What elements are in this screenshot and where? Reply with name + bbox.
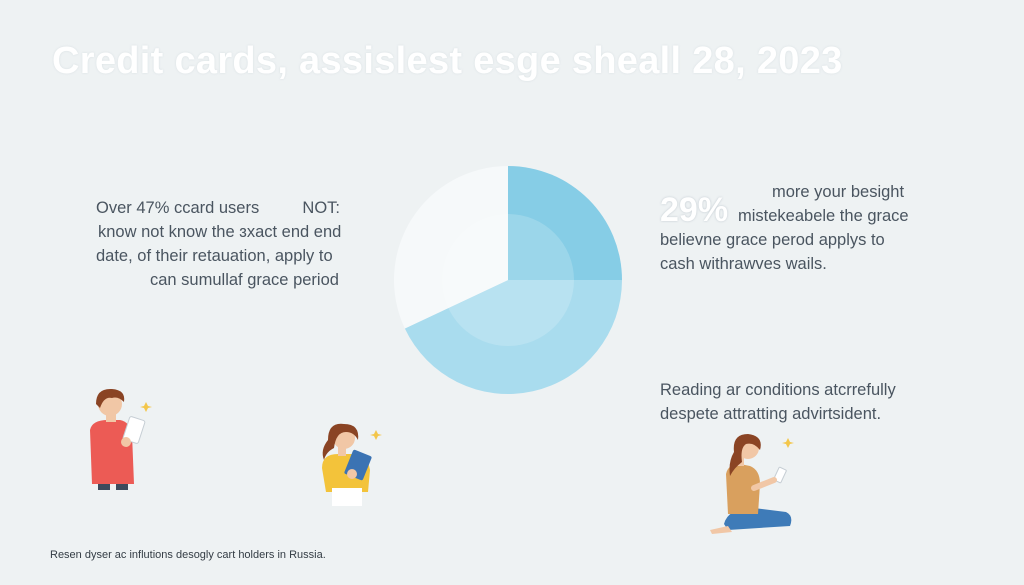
page-title: Credit cards, assislest esge sheall 28, … [52, 40, 843, 82]
reading-note: Reading ar conditions atcrrefully despet… [660, 378, 930, 426]
right-percent: 29% [660, 191, 729, 229]
left-line-4: can sumullaf grace period [150, 271, 339, 289]
girl-reading-book-icon [322, 423, 382, 506]
pie-slice-2 [404, 280, 622, 394]
right-stat-block: more your besight 29% mistekeabele the g… [660, 180, 940, 276]
person-reading-tablet-icon [90, 388, 152, 490]
right-line-2: believne grace perod applys to [660, 231, 885, 249]
pie-slice-3 [394, 166, 508, 329]
woman-reading-phone-icon [710, 434, 794, 534]
left-line-3: date, of their retauation, apply to [96, 247, 333, 265]
note-line-1: Reading ar conditions atcrrefully [660, 381, 896, 399]
pie-chart [394, 166, 622, 394]
right-line-3: cash withrawves wails. [660, 255, 827, 273]
pie-slice-1 [508, 166, 622, 280]
left-line-1: Over 47% ccard users NOT: [96, 196, 340, 220]
source-note: Resen dyser ac influtions desogly cart h… [50, 549, 326, 561]
note-line-2: despete attratting advirtsident. [660, 405, 882, 423]
left-stat-block: Over 47% ccard users NOT: know not know … [96, 196, 346, 292]
left-line-1b: NOT: [302, 199, 340, 217]
right-line-0: more your besight [772, 183, 905, 201]
pie-inner-ring [442, 214, 574, 346]
left-line-1a: Over 47% ccard users [96, 199, 260, 217]
right-line-1: mistekeabele the grace [738, 207, 909, 225]
left-line-2: know not know the ɜxact end end [98, 223, 342, 241]
